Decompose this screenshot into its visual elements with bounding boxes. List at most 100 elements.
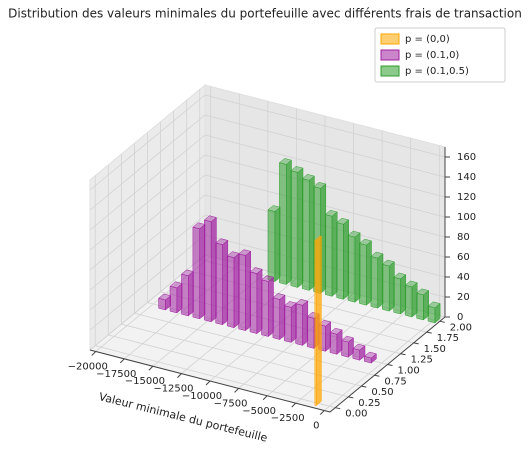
grid-line xyxy=(89,94,206,191)
y-tick xyxy=(387,364,393,366)
bar-top xyxy=(290,166,304,173)
bar xyxy=(393,272,407,315)
z-tick-label: 0 xyxy=(457,312,463,323)
x-tick xyxy=(148,365,154,371)
x-tick xyxy=(91,351,97,356)
bar xyxy=(363,351,377,364)
bar xyxy=(324,209,338,297)
bar-top xyxy=(301,174,315,181)
bar xyxy=(169,281,183,314)
x-tick xyxy=(119,358,125,364)
bar-top xyxy=(329,327,343,335)
bar-front xyxy=(427,305,436,324)
bar-top xyxy=(340,335,355,343)
bar-front xyxy=(302,178,310,291)
bar xyxy=(290,166,304,289)
bar-top xyxy=(363,351,377,359)
grid-line xyxy=(108,334,349,398)
bar-front xyxy=(261,279,269,337)
bar-front xyxy=(324,214,333,297)
bar-front xyxy=(341,340,349,358)
x-tick xyxy=(319,410,325,415)
legend-label: p = (0.1,0) xyxy=(405,50,459,61)
y-tick-label: 0.75 xyxy=(384,376,406,387)
y-tick-label: 1.50 xyxy=(424,344,446,355)
grid-line xyxy=(89,234,206,331)
bar-top xyxy=(272,293,286,300)
bar-top xyxy=(381,259,395,267)
bar xyxy=(352,343,366,361)
x-tick-label: −5000 xyxy=(242,406,276,417)
bar xyxy=(404,280,418,318)
z-tick-label: 120 xyxy=(457,192,476,203)
legend-swatch xyxy=(380,49,400,61)
bar-top xyxy=(249,267,263,274)
legend-label: p = (0.1,0.5) xyxy=(405,66,469,77)
bar xyxy=(158,293,172,311)
bar xyxy=(238,249,252,332)
bar xyxy=(358,238,373,306)
legend-box xyxy=(374,27,506,83)
y-tick-label: 1.25 xyxy=(411,355,433,366)
bar-front xyxy=(279,162,287,285)
bar-front xyxy=(249,271,258,334)
bar-top xyxy=(215,238,229,245)
x-tick-label: −17500 xyxy=(96,369,136,380)
legend-swatch xyxy=(380,65,400,77)
bar xyxy=(226,251,240,329)
bar-front xyxy=(306,316,315,349)
y-tick-label: 0.50 xyxy=(371,387,393,398)
bar-top xyxy=(324,209,338,217)
bar xyxy=(203,215,217,323)
bar-front xyxy=(336,222,344,300)
y-tick xyxy=(361,385,367,388)
bar-top xyxy=(393,272,407,280)
bar xyxy=(340,335,355,358)
grid-line xyxy=(89,134,206,231)
bar-top xyxy=(347,230,361,238)
bar xyxy=(416,288,430,321)
bar xyxy=(278,158,293,286)
bar xyxy=(249,267,263,335)
grid-line xyxy=(95,345,336,409)
x-tick-label: −2500 xyxy=(271,413,305,424)
grid-line xyxy=(204,94,446,158)
bar xyxy=(329,327,343,355)
x-tick-label: −15000 xyxy=(125,376,165,387)
y-tick xyxy=(374,374,380,377)
bar xyxy=(427,301,441,324)
bar xyxy=(336,217,350,300)
y-tick xyxy=(400,353,406,356)
bar-top xyxy=(314,235,322,241)
bar-top xyxy=(260,275,275,282)
bar xyxy=(260,275,275,338)
grid-line xyxy=(89,214,206,311)
bar-top xyxy=(278,158,293,165)
bar-top xyxy=(404,280,418,288)
bar xyxy=(215,238,229,326)
legend-label: p = (0,0) xyxy=(405,34,450,45)
bar-front xyxy=(404,284,413,318)
y-tick xyxy=(439,320,445,323)
z-tick-label: 140 xyxy=(457,172,476,183)
z-tick-label: 100 xyxy=(457,212,476,223)
x-axis xyxy=(89,349,331,413)
bar xyxy=(370,251,384,309)
grid-line xyxy=(204,134,446,198)
x-tick-label: −20000 xyxy=(68,361,108,372)
bar-front xyxy=(314,239,317,406)
y-axis xyxy=(329,316,446,413)
grid-line xyxy=(134,312,375,376)
bar-front xyxy=(382,263,390,312)
bar-front xyxy=(181,273,189,317)
bar-top xyxy=(295,299,309,306)
x-tick-label: −7500 xyxy=(214,398,248,409)
bar-front xyxy=(192,226,200,320)
x-tick xyxy=(234,388,239,393)
bar xyxy=(267,205,281,283)
y-tick-label: 1.00 xyxy=(398,366,420,377)
y-tick-label: 2.00 xyxy=(450,322,472,333)
y-tick-label: 0.00 xyxy=(345,409,367,420)
bar-front xyxy=(284,305,292,343)
